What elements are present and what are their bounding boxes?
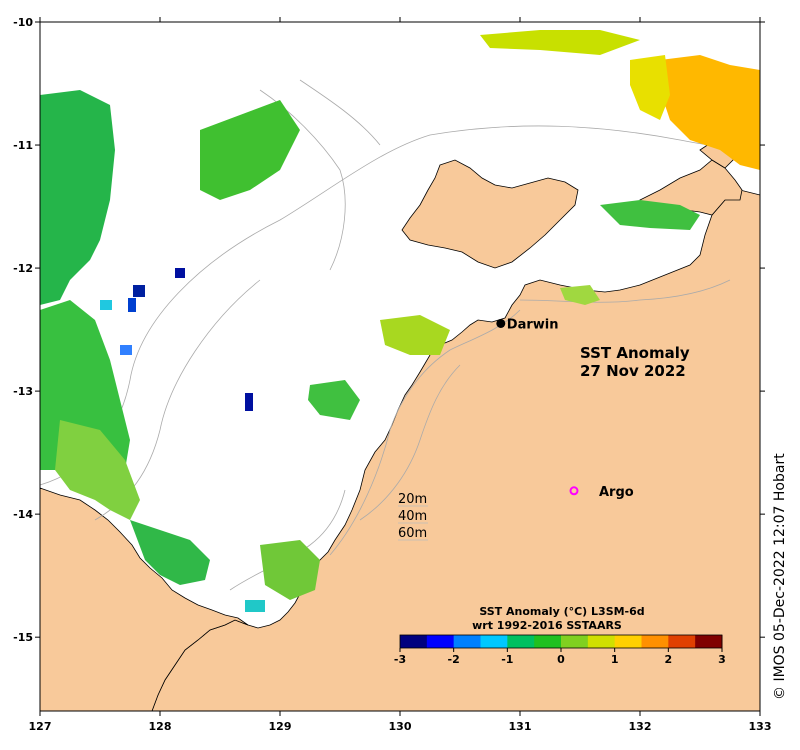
wa-coast [39,487,249,712]
colorbar-tick-label: 0 [557,653,565,666]
cobourg-green [600,200,700,230]
negative-blue-5 [128,298,136,312]
y-tick-label: -15 [13,631,33,644]
negative-blue-4 [120,345,132,355]
colorbar-title-line1: SST Anomaly (°C) L3SM-6d [479,605,644,618]
colorbar-swatch [507,635,535,648]
colorbar-swatch [534,635,562,648]
land [39,139,761,712]
colorbar-ticks: -3 -2 -1 0 1 2 3 [394,648,726,666]
map-title-line1: SST Anomaly [580,344,690,362]
sst-anomaly-pixels [40,30,760,612]
depth-legend: 20m 40m 60m [398,492,428,541]
beagle-gulf-lime [380,315,450,355]
credit-text: © IMOS 05-Dec-2022 12:07 Hobart [772,453,788,700]
colorbar-tick-label: 3 [718,653,726,666]
cyan-bit [100,300,112,310]
colorbar-title-line2: wrt 1992-2016 SSTAARS [472,619,622,632]
colorbar-swatch [400,635,428,648]
y-tick-labels: -10 -11 -12 -13 -14 -15 [13,16,33,644]
colorbar-swatch [695,635,723,648]
negative-blue-1 [133,285,145,297]
y-tick-label: -13 [13,385,33,398]
y-tick-label: -14 [13,508,33,521]
west-lime-patch [55,420,140,520]
van-diemen-lime [560,285,600,305]
depth-40m-label: 40m [398,509,427,524]
x-tick-label: 127 [29,720,52,733]
colorbar-swatch [668,635,696,648]
central-green [308,380,360,420]
colorbar-swatch [480,635,508,648]
west-green-patch [40,90,115,305]
northeast-yellow [630,55,670,120]
colorbar-swatch [587,635,616,648]
map-title-line2: 27 Nov 2022 [580,362,686,380]
x-tick-label: 128 [149,720,172,733]
place-label: Darwin [507,317,559,332]
colorbar-swatch [426,635,455,648]
colorbar-tick-label: -1 [501,653,513,666]
colorbar: SST Anomaly (°C) L3SM-6d wrt 1992-2016 S… [394,605,726,666]
colorbar-swatch [453,635,481,648]
darwin-marker [496,318,506,328]
x-tick-label: 131 [509,720,532,733]
x-tick-label: 132 [629,720,652,733]
places: Darwin Argo [496,317,634,500]
cobourg-peninsula [401,159,579,269]
argo-marker [569,486,579,496]
x-tick-labels: 127 128 129 130 131 132 133 [29,720,772,733]
bonaparte-green [260,540,320,600]
teal-bits [245,600,265,612]
y-tick-label: -12 [13,262,33,275]
colorbar-tick-label: -2 [448,653,460,666]
north-lime [480,30,640,55]
negative-blue-2 [175,268,185,278]
x-tick-label: 133 [749,720,772,733]
y-tick-label: -10 [13,16,33,29]
y-tick-label: -11 [13,139,33,152]
colorbar-swatch [614,635,642,648]
colorbar-swatches [400,635,723,648]
depth-20m-label: 20m [398,492,427,507]
colorbar-swatch [561,635,589,648]
x-tick-label: 130 [389,720,412,733]
northeast-orange [660,55,760,170]
place-label: Argo [599,485,634,500]
x-tick-label: 129 [269,720,292,733]
colorbar-tick-label: -3 [394,653,406,666]
colorbar-tick-label: 2 [665,653,673,666]
timor-sea-green [200,100,300,200]
colorbar-tick-label: 1 [611,653,619,666]
southwest-green [130,520,210,585]
negative-blue-3 [245,393,253,411]
depth-60m-label: 60m [398,526,427,541]
axis-ticks [35,17,765,716]
colorbar-swatch [641,635,669,648]
